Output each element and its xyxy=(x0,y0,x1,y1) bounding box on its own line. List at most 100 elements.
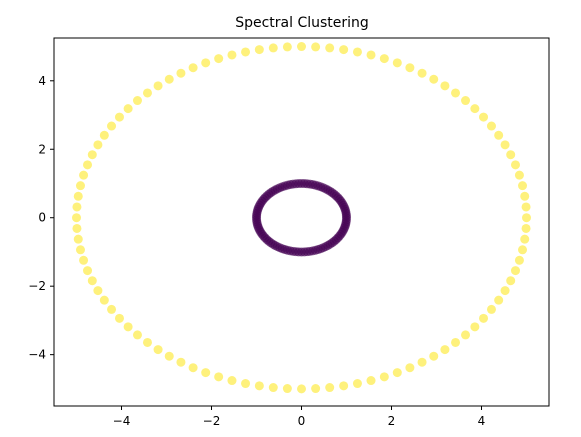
cluster-1-point xyxy=(486,304,496,314)
cluster-1-point xyxy=(73,234,83,244)
cluster-1-point xyxy=(405,363,415,373)
cluster-1-point xyxy=(392,368,402,378)
cluster-1-point xyxy=(227,376,237,386)
cluster-1-point xyxy=(164,351,174,361)
cluster-1-point xyxy=(132,96,142,106)
cluster-1-point xyxy=(176,357,186,367)
cluster-1-point xyxy=(72,213,81,223)
cluster-1-point xyxy=(176,68,186,78)
y-tick-label: −2 xyxy=(28,279,46,293)
cluster-1-point xyxy=(311,384,321,394)
cluster-1-point xyxy=(500,286,510,296)
cluster-1-point xyxy=(79,170,89,180)
cluster-1-point xyxy=(107,304,117,314)
cluster-1-point xyxy=(83,266,93,276)
cluster-1-point xyxy=(142,337,152,347)
x-axis-ticks: −4 −2 0 2 4 xyxy=(113,406,486,428)
cluster-1-point xyxy=(352,47,362,57)
cluster-1-point xyxy=(79,255,89,265)
cluster-1-point xyxy=(254,381,264,391)
cluster-1-point xyxy=(461,330,471,340)
cluster-1-point xyxy=(470,104,480,114)
cluster-1-point xyxy=(72,202,82,212)
plot-frame xyxy=(53,37,550,407)
x-tick-label: −4 xyxy=(113,414,131,428)
cluster-1-point xyxy=(311,42,321,52)
cluster-1-point xyxy=(405,63,415,73)
cluster-0-point xyxy=(341,215,351,225)
x-tick-label: 4 xyxy=(478,414,486,428)
cluster-1-point xyxy=(241,379,251,389)
cluster-1-point xyxy=(87,276,97,286)
cluster-1-point xyxy=(188,363,198,373)
y-tick-label: −4 xyxy=(28,348,46,362)
cluster-1-point xyxy=(214,54,224,64)
cluster-1-point xyxy=(87,150,97,160)
cluster-1-point xyxy=(510,160,520,170)
cluster-1-point xyxy=(470,322,480,332)
cluster-1-point xyxy=(114,313,124,323)
cluster-1-point xyxy=(520,234,530,244)
cluster-1-point xyxy=(73,191,83,201)
cluster-1-point xyxy=(510,266,520,276)
cluster-1-point xyxy=(479,112,489,122)
cluster-1-point xyxy=(379,372,389,382)
cluster-1-point xyxy=(282,42,292,52)
cluster-1-point xyxy=(93,286,103,296)
cluster-1-point xyxy=(494,295,504,305)
cluster-1-point xyxy=(440,81,450,91)
cluster-1-point xyxy=(164,74,174,84)
cluster-1-point xyxy=(461,96,471,106)
cluster-1-point xyxy=(297,384,306,394)
cluster-1-point xyxy=(522,213,531,223)
cluster-1-point xyxy=(99,295,109,305)
cluster-1-point xyxy=(520,191,530,201)
cluster-1-point xyxy=(325,383,335,393)
cluster-1-point xyxy=(268,383,278,393)
cluster-1-point xyxy=(429,351,439,361)
cluster-1-point xyxy=(518,245,528,255)
cluster-1-point xyxy=(99,130,109,140)
y-tick-label: 4 xyxy=(38,74,46,88)
cluster-1-point xyxy=(72,223,82,233)
cluster-1-point xyxy=(366,376,376,386)
cluster-1-point xyxy=(451,337,461,347)
cluster-1-point xyxy=(75,245,85,255)
cluster-1-point xyxy=(282,384,292,394)
cluster-1-point xyxy=(325,43,335,53)
cluster-1-point xyxy=(201,368,211,378)
cluster-1-point xyxy=(153,81,163,91)
cluster-1-point xyxy=(153,345,163,355)
cluster-1-point xyxy=(392,58,402,68)
cluster-1-point xyxy=(214,372,224,382)
x-tick-label: −2 xyxy=(203,414,221,428)
cluster-1-point xyxy=(429,74,439,84)
cluster-1-point xyxy=(506,276,516,286)
cluster-1-point xyxy=(521,202,531,212)
cluster-1-point xyxy=(506,150,516,160)
cluster-1-point xyxy=(254,45,264,55)
cluster-1-point xyxy=(379,54,389,64)
y-tick-label: 0 xyxy=(38,211,46,225)
cluster-1-point xyxy=(107,121,117,131)
cluster-1-point xyxy=(479,313,489,323)
cluster-1-point xyxy=(339,381,349,391)
cluster-1-point xyxy=(241,47,251,57)
cluster-1-point xyxy=(339,45,349,55)
y-axis-ticks: −4 −2 0 2 4 xyxy=(28,74,54,362)
cluster-1-point xyxy=(451,88,461,98)
data-points xyxy=(72,42,531,394)
cluster-1-point xyxy=(521,223,531,233)
cluster-1-point xyxy=(352,379,362,389)
chart-title: Spectral Clustering xyxy=(235,15,369,31)
cluster-1-point xyxy=(494,130,504,140)
cluster-1-point xyxy=(93,140,103,150)
cluster-1-point xyxy=(188,63,198,73)
cluster-1-point xyxy=(440,345,450,355)
x-tick-label: 0 xyxy=(298,414,306,428)
cluster-1-point xyxy=(123,322,133,332)
cluster-1-point xyxy=(500,140,510,150)
cluster-1-point xyxy=(75,181,85,191)
y-tick-label: 2 xyxy=(38,142,46,156)
